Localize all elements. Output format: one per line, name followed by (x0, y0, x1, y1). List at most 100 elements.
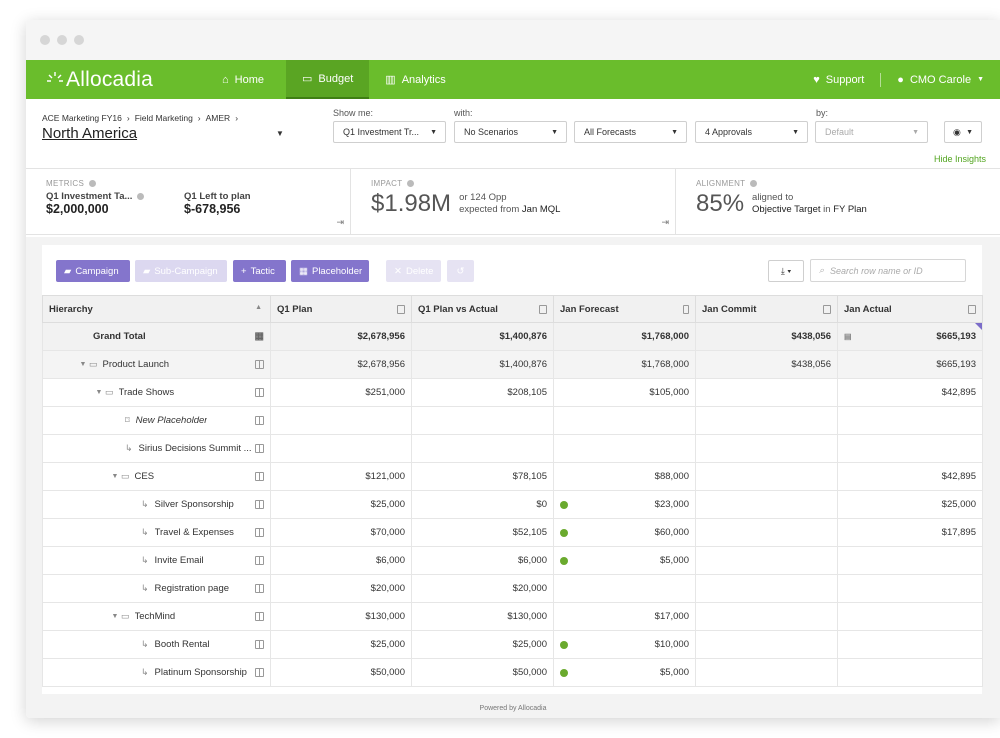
table-row[interactable]: ▼ ▭ TechMind $130,000 $130,000 $17,000 (42, 602, 983, 631)
breadcrumb-item[interactable]: AMER (205, 113, 231, 123)
cell-commit[interactable] (695, 434, 838, 463)
cell-forecast[interactable]: $17,000 (553, 602, 696, 631)
cell-plan[interactable]: $251,000 (270, 378, 412, 407)
table-row[interactable]: ↳ Silver Sponsorship $25,000 $0 $23,000 $… (42, 490, 983, 519)
table-row[interactable]: ▼ ▭ Product Launch $2,678,956 $1,400,876 $… (42, 350, 983, 379)
cell-plan-vs-actual[interactable]: $6,000 (411, 546, 554, 575)
row-details-icon[interactable] (255, 668, 264, 677)
cell-plan-vs-actual[interactable]: $50,000 (411, 658, 554, 687)
cell-commit[interactable] (695, 518, 838, 547)
info-icon[interactable] (137, 192, 145, 200)
cell-actual[interactable]: $17,895 (837, 518, 983, 547)
calculator-icon[interactable] (397, 305, 405, 314)
table-row[interactable]: ↳ Sirius Decisions Summit ... (42, 434, 983, 463)
search-input[interactable]: ⌕ Search row name or ID (810, 259, 966, 282)
export-icon[interactable]: ⇥ (661, 217, 669, 227)
sort-up-icon[interactable]: ▲ (255, 304, 262, 311)
collapse-icon[interactable]: ▼ (111, 613, 119, 620)
cell-forecast[interactable] (553, 406, 696, 435)
add-placeholder-button[interactable]: ▦ Placeholder (291, 260, 369, 282)
cell-actual[interactable] (837, 574, 983, 603)
cell-plan-vs-actual[interactable] (411, 434, 554, 463)
cell-plan-vs-actual[interactable]: $52,105 (411, 518, 554, 547)
table-row[interactable]: ↳ Platinum Sponsorship $50,000 $50,000 $5… (42, 658, 983, 687)
cell-commit[interactable] (695, 658, 838, 687)
cell-commit[interactable] (695, 574, 838, 603)
undo-button[interactable]: ↺ (447, 260, 474, 282)
cell-commit[interactable] (695, 602, 838, 631)
calculator-icon[interactable] (968, 305, 976, 314)
cell-commit[interactable]: $438,056 (695, 322, 838, 351)
calculator-icon[interactable] (823, 305, 831, 314)
forecasts-select[interactable]: All Forecasts ▼ (574, 121, 687, 143)
cell-forecast[interactable]: $60,000 (553, 518, 696, 547)
row-details-icon[interactable] (255, 444, 264, 453)
row-details-icon[interactable] (255, 500, 264, 509)
cell-commit[interactable] (695, 378, 838, 407)
cell-plan[interactable]: $70,000 (270, 518, 412, 547)
info-icon[interactable] (406, 180, 414, 188)
row-details-icon[interactable] (255, 612, 264, 621)
row-details-icon[interactable] (255, 360, 264, 369)
cell-actual[interactable]: ▤ $665,193 (837, 322, 983, 351)
col-header-q1-plan[interactable]: Q1 Plan (270, 295, 412, 323)
table-row[interactable]: ↳ Registration page $20,000 $20,000 (42, 574, 983, 603)
row-details-icon[interactable] (255, 388, 264, 397)
nav-support[interactable]: ♥ Support (797, 60, 880, 99)
col-header-hierarchy[interactable]: Hierarchy ▲ (42, 295, 271, 323)
cell-plan-vs-actual[interactable]: $1,400,876 (411, 350, 554, 379)
view-options-button[interactable]: ◉ ▼ (944, 121, 982, 143)
cell-actual[interactable] (837, 630, 983, 659)
row-details-icon[interactable] (255, 640, 264, 649)
region-selector[interactable]: North America (42, 125, 138, 142)
cell-plan[interactable]: $2,678,956 (270, 322, 412, 351)
cell-plan-vs-actual[interactable]: $1,400,876 (411, 322, 554, 351)
col-header-jan-actual[interactable]: Jan Actual (837, 295, 983, 323)
cell-commit[interactable]: $438,056 (695, 350, 838, 379)
delete-button[interactable]: ✕ Delete (386, 260, 441, 282)
by-select[interactable]: Default ▼ (815, 121, 928, 143)
table-row[interactable]: ↳ Booth Rental $25,000 $25,000 $10,000 (42, 630, 983, 659)
caret-down-icon[interactable]: ▼ (276, 129, 284, 138)
info-icon[interactable] (88, 180, 96, 188)
show-me-select[interactable]: Q1 Investment Tr... ▼ (333, 121, 446, 143)
cell-plan-vs-actual[interactable]: $130,000 (411, 602, 554, 631)
cell-plan-vs-actual[interactable]: $0 (411, 490, 554, 519)
cell-forecast[interactable]: $88,000 (553, 462, 696, 491)
table-row[interactable]: ▼ ▭ Trade Shows $251,000 $208,105 $105,000… (42, 378, 983, 407)
row-details-icon[interactable] (255, 584, 264, 593)
cell-plan[interactable] (270, 434, 412, 463)
cell-actual[interactable]: $25,000 (837, 490, 983, 519)
cell-actual[interactable]: $42,895 (837, 462, 983, 491)
row-details-icon[interactable] (255, 472, 264, 481)
add-tactic-button[interactable]: + Tactic (233, 260, 286, 282)
cell-actual[interactable] (837, 546, 983, 575)
cell-forecast[interactable] (553, 434, 696, 463)
collapse-icon[interactable]: ▼ (79, 361, 87, 368)
cell-commit[interactable] (695, 406, 838, 435)
cell-plan-vs-actual[interactable]: $208,105 (411, 378, 554, 407)
cell-forecast[interactable] (553, 574, 696, 603)
cell-actual[interactable] (837, 602, 983, 631)
cell-commit[interactable] (695, 630, 838, 659)
cell-actual[interactable] (837, 658, 983, 687)
export-icon[interactable]: ⇥ (336, 217, 344, 227)
cell-forecast[interactable]: $5,000 (553, 658, 696, 687)
lock-icon[interactable] (683, 305, 689, 314)
cell-forecast[interactable]: $1,768,000 (553, 322, 696, 351)
scenarios-select[interactable]: No Scenarios ▼ (454, 121, 567, 143)
grid-icon[interactable]: ▦ (254, 331, 264, 342)
cell-plan[interactable]: $25,000 (270, 630, 412, 659)
approvals-select[interactable]: 4 Approvals ▼ (695, 121, 808, 143)
col-header-jan-forecast[interactable]: Jan Forecast (553, 295, 696, 323)
row-details-icon[interactable] (255, 556, 264, 565)
row-details-icon[interactable] (255, 416, 264, 425)
table-row-grand-total[interactable]: Grand Total ▦ $2,678,956 $1,400,876 $1,76… (42, 322, 983, 351)
collapse-icon[interactable]: ▼ (111, 473, 119, 480)
info-icon[interactable] (749, 180, 757, 188)
allocadia-logo[interactable]: Allocadia (46, 68, 176, 92)
cell-commit[interactable] (695, 546, 838, 575)
download-button[interactable]: ⤓ ▾ (768, 260, 804, 282)
cell-forecast[interactable]: $5,000 (553, 546, 696, 575)
cell-plan[interactable]: $6,000 (270, 546, 412, 575)
